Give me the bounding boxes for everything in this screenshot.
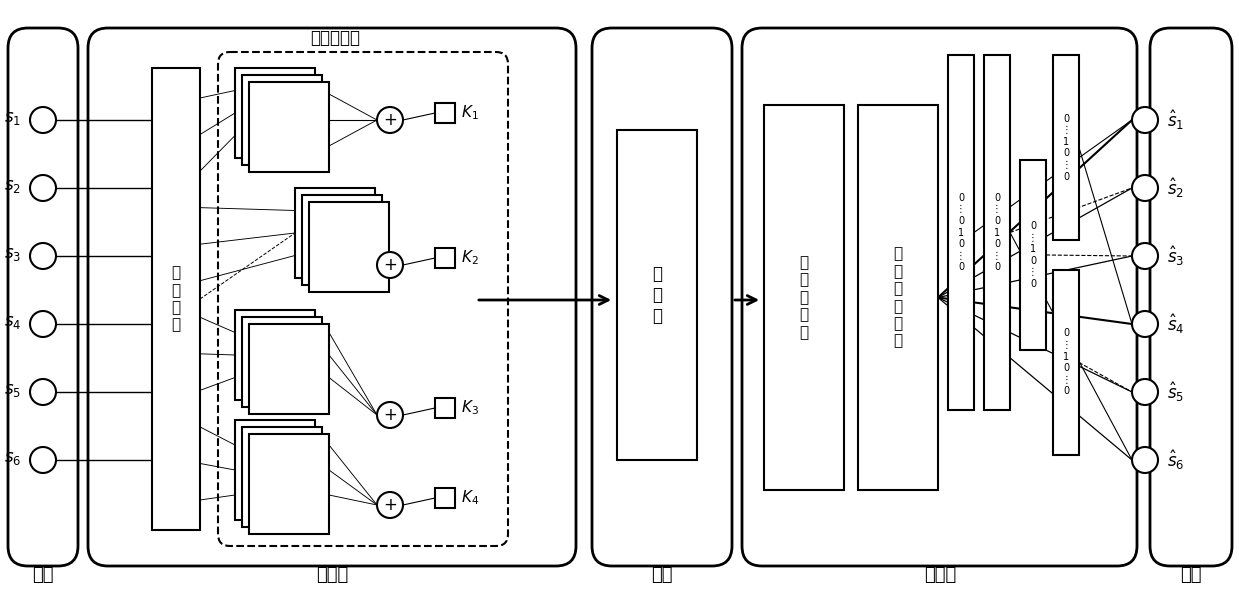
Text: 0
⋮
1
0
⋮
0: 0 ⋮ 1 0 ⋮ 0: [1028, 221, 1038, 289]
FancyBboxPatch shape: [592, 28, 732, 566]
Bar: [235, 68, 315, 158]
Bar: [435, 398, 455, 418]
FancyBboxPatch shape: [88, 28, 576, 566]
Circle shape: [1132, 311, 1158, 337]
Text: 输出: 输出: [1181, 566, 1202, 584]
Bar: [249, 434, 330, 534]
Bar: [242, 427, 322, 527]
Bar: [948, 55, 974, 410]
Text: 编码器: 编码器: [316, 566, 348, 584]
Circle shape: [377, 107, 403, 133]
Bar: [242, 317, 322, 407]
Text: $s_3$: $s_3$: [4, 245, 21, 263]
Circle shape: [30, 175, 56, 201]
Text: $K_1$: $K_1$: [461, 104, 478, 122]
Text: $s_1$: $s_1$: [4, 109, 21, 127]
Bar: [309, 202, 389, 292]
Circle shape: [377, 402, 403, 428]
Bar: [242, 75, 322, 165]
Text: 输
入
噪
声: 输 入 噪 声: [171, 266, 181, 333]
Bar: [235, 420, 315, 520]
Text: 输
出
激
活
函
数: 输 出 激 活 函 数: [893, 247, 902, 349]
Circle shape: [1132, 107, 1158, 133]
Bar: [617, 130, 698, 460]
Text: 输入: 输入: [32, 566, 53, 584]
Text: $K_2$: $K_2$: [461, 248, 478, 267]
Text: +: +: [383, 406, 396, 424]
Bar: [249, 324, 330, 414]
Text: $\hat{s}_2$: $\hat{s}_2$: [1167, 176, 1184, 200]
Bar: [435, 103, 455, 123]
Circle shape: [1132, 243, 1158, 269]
Text: 码字映射器: 码字映射器: [310, 29, 361, 47]
Text: 噪
声
层: 噪 声 层: [652, 265, 662, 325]
FancyBboxPatch shape: [7, 28, 78, 566]
Text: 0
⋮
0
1
0
⋮
0: 0 ⋮ 0 1 0 ⋮ 0: [992, 193, 1002, 272]
Bar: [1053, 270, 1079, 455]
Bar: [152, 68, 199, 530]
Bar: [764, 105, 844, 490]
Text: $\hat{s}_5$: $\hat{s}_5$: [1167, 380, 1184, 404]
Circle shape: [377, 492, 403, 518]
Text: 解码器: 解码器: [924, 566, 957, 584]
Circle shape: [1132, 175, 1158, 201]
Bar: [435, 248, 455, 268]
Circle shape: [377, 252, 403, 278]
Bar: [302, 195, 382, 285]
Bar: [984, 55, 1010, 410]
Circle shape: [30, 379, 56, 405]
Circle shape: [1132, 379, 1158, 405]
Text: +: +: [383, 256, 396, 274]
Bar: [1020, 160, 1046, 350]
Circle shape: [30, 107, 56, 133]
Text: +: +: [383, 111, 396, 129]
Circle shape: [30, 243, 56, 269]
Bar: [1053, 55, 1079, 240]
Circle shape: [30, 311, 56, 337]
Text: $\hat{s}_3$: $\hat{s}_3$: [1167, 244, 1184, 268]
Text: $\hat{s}_4$: $\hat{s}_4$: [1167, 312, 1184, 336]
Text: $s_2$: $s_2$: [4, 177, 21, 195]
Text: $K_4$: $K_4$: [461, 489, 479, 507]
Text: $s_5$: $s_5$: [4, 381, 21, 399]
Text: +: +: [383, 496, 396, 514]
Text: 全
连
接
网
络: 全 连 接 网 络: [799, 255, 809, 340]
Bar: [295, 188, 375, 278]
Text: $s_6$: $s_6$: [4, 449, 21, 467]
Bar: [435, 488, 455, 508]
Text: $\hat{s}_1$: $\hat{s}_1$: [1167, 108, 1184, 132]
Circle shape: [30, 447, 56, 473]
Bar: [249, 82, 330, 172]
Text: 信道: 信道: [652, 566, 673, 584]
Text: 0
⋮
1
0
⋮
0: 0 ⋮ 1 0 ⋮ 0: [1061, 113, 1070, 181]
FancyBboxPatch shape: [742, 28, 1137, 566]
FancyBboxPatch shape: [1150, 28, 1232, 566]
Text: 0
⋮
0
1
0
⋮
0: 0 ⋮ 0 1 0 ⋮ 0: [957, 193, 966, 272]
Text: $\hat{s}_6$: $\hat{s}_6$: [1167, 448, 1184, 472]
Circle shape: [1132, 447, 1158, 473]
Text: $K_3$: $K_3$: [461, 399, 479, 417]
Bar: [857, 105, 938, 490]
Text: $s_4$: $s_4$: [4, 313, 21, 331]
Text: 0
⋮
1
0
⋮
0: 0 ⋮ 1 0 ⋮ 0: [1061, 328, 1070, 396]
Bar: [235, 310, 315, 400]
